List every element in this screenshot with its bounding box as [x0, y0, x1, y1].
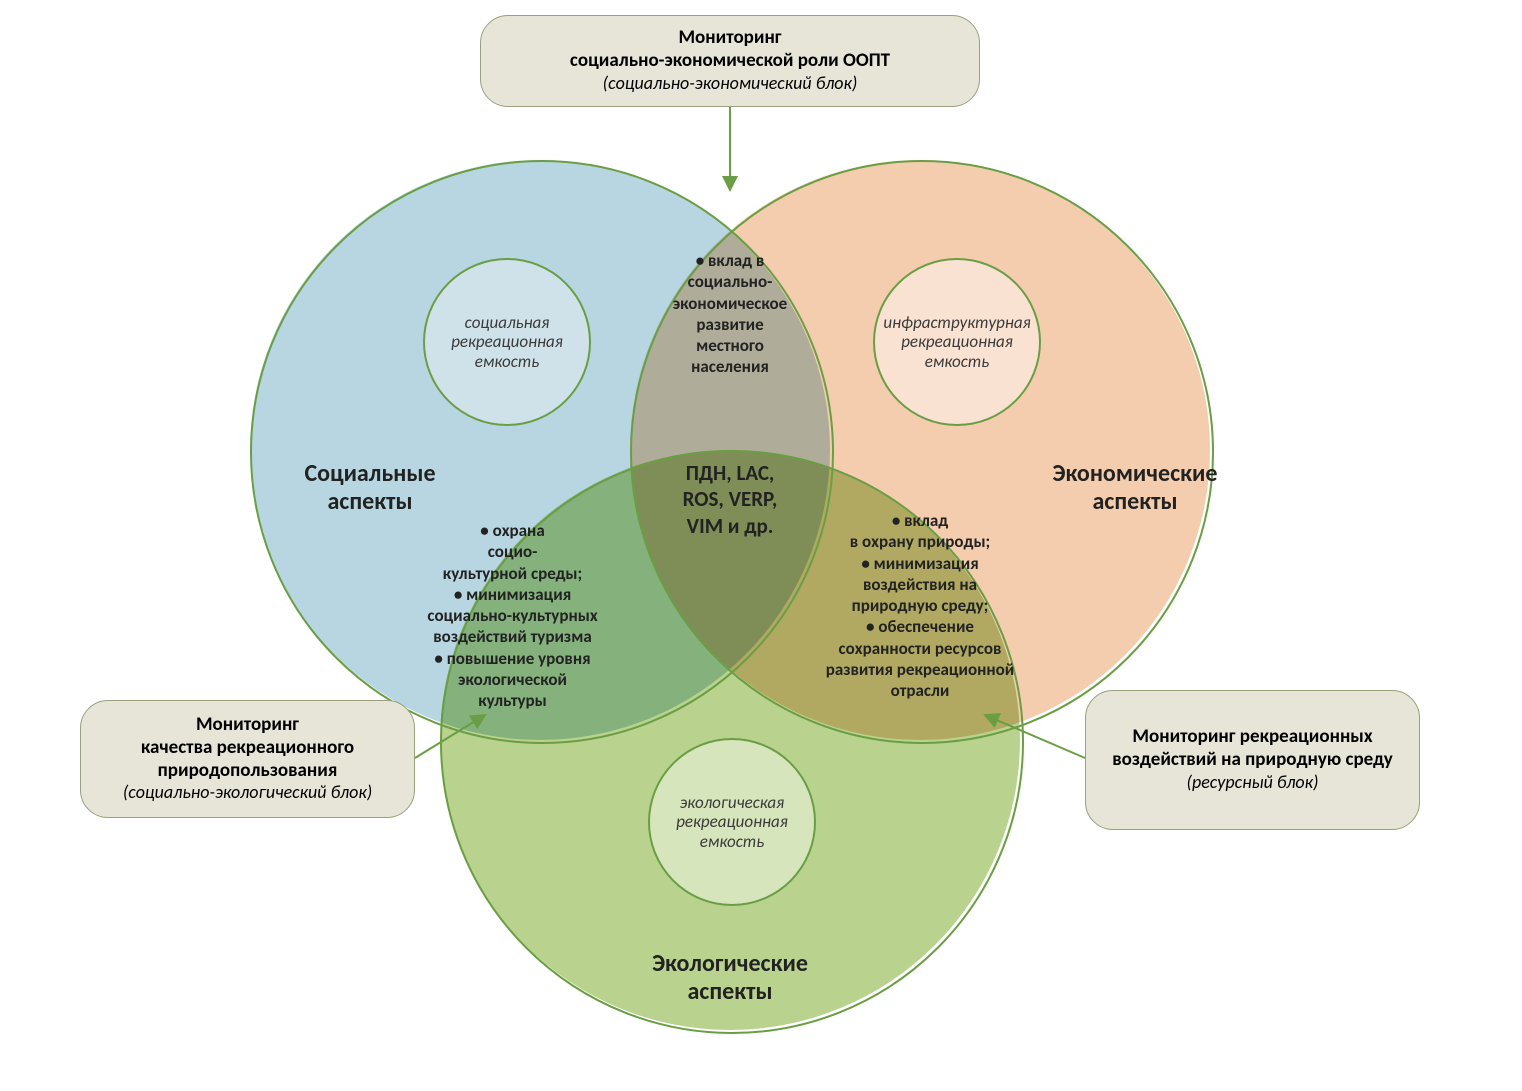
inner-economic: инфраструктурнаярекреационнаяемкость: [873, 258, 1041, 426]
callout-left-title: Мониторингкачества рекреационного природ…: [99, 714, 396, 782]
callout-right: Мониторинг рекреационных воздействий на …: [1085, 690, 1420, 830]
label-economic: Экономическиеаспекты: [1030, 460, 1240, 515]
inner-social: социальнаярекреационнаяемкость: [423, 258, 591, 426]
inner-economic-text: инфраструктурнаярекреационнаяемкость: [883, 313, 1030, 372]
callout-top-sub: (социально-экономический блок): [499, 73, 961, 95]
overlap-right: • вкладв охрану природы;• минимизациявоз…: [790, 510, 1050, 701]
callout-top: Мониторингсоциально-экономической роли О…: [480, 15, 980, 107]
overlap-left: • охранасоцио-культурной среды;• минимиз…: [390, 520, 635, 711]
inner-ecological: экологическаярекреационнаяемкость: [648, 738, 816, 906]
overlap-center: ПДН, LAC,ROS, VERP,VIM и др.: [635, 460, 825, 539]
overlap-top: • вклад всоциально-экономическоеразвитие…: [650, 250, 810, 378]
inner-ecological-text: экологическаярекреационнаяемкость: [676, 793, 788, 852]
callout-top-title: Мониторингсоциально-экономической роли О…: [499, 27, 961, 73]
label-ecological: Экологическиеаспекты: [625, 950, 835, 1005]
label-social: Социальныеаспекты: [265, 460, 475, 515]
venn-diagram: социальнаярекреационнаяемкость инфрастру…: [0, 0, 1522, 1091]
callout-left-sub: (социально-экологический блок): [99, 782, 396, 804]
callout-right-sub: (ресурсный блок): [1104, 772, 1401, 794]
callout-left: Мониторингкачества рекреационного природ…: [80, 700, 415, 818]
callout-right-title: Мониторинг рекреационных воздействий на …: [1104, 726, 1401, 772]
inner-social-text: социальнаярекреационнаяемкость: [451, 313, 563, 372]
